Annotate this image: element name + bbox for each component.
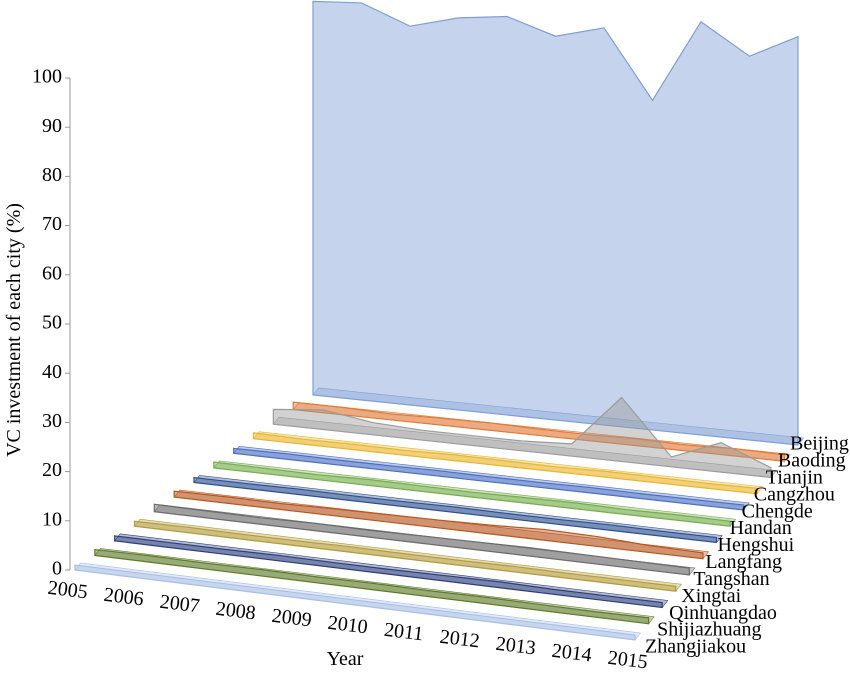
area [74,564,636,641]
area [94,548,650,625]
area [173,490,704,560]
series-label: Handan [730,517,792,539]
x-tick-label: 2012 [439,626,481,653]
area [213,461,731,527]
x-axis-label: Year [327,648,364,670]
series-label: Zhangjiakou [645,636,746,658]
area [133,520,677,592]
series-label: Langfang [705,551,782,573]
x-tick-label: 2010 [327,612,369,639]
x-tick-label: 2005 [47,577,89,604]
y-tick-label: 30 [42,410,62,432]
x-tick-label: 2014 [551,640,593,667]
x-tick-label: 2007 [159,591,201,618]
area [233,447,745,511]
x-tick-label: 2011 [383,619,425,646]
series-label: Baoding [778,450,846,472]
area [153,503,690,576]
x-tick-label: 2009 [271,605,313,632]
y-tick-label: 20 [42,459,62,481]
series-label: Beijing [790,433,849,455]
area [193,476,718,544]
x-tick-label: 2015 [607,647,649,674]
area [252,432,758,495]
x-tick-label: 2006 [103,584,145,611]
area [114,535,663,609]
y-tick-label: 0 [52,558,62,580]
series-label: Hengshui [718,534,795,556]
series-label: Qinhuangdao [669,602,777,624]
y-tick-label: 40 [42,361,62,383]
series-label: Cangzhou [754,483,835,505]
y-tick-label: 10 [42,508,62,530]
series-label: Shijiazhuang [657,619,761,641]
y-tick-label: 80 [42,164,62,186]
area [292,401,786,462]
series-label: Tangshan [693,568,769,590]
series-label: Xingtai [681,585,741,607]
y-tick-label: 70 [42,213,62,235]
x-tick-label: 2008 [215,598,257,625]
y-tick-label: 60 [42,262,62,284]
x-tick-label: 2013 [495,633,537,660]
area [272,396,772,479]
y-tick-label: 100 [32,66,62,88]
area [312,0,799,446]
y-tick-label: 50 [42,312,62,334]
series-label: Tianjin [766,466,823,488]
series-label: Chengde [742,500,813,522]
y-axis-label: VC investment of each city (%) [3,203,25,457]
y-tick-label: 90 [42,115,62,137]
